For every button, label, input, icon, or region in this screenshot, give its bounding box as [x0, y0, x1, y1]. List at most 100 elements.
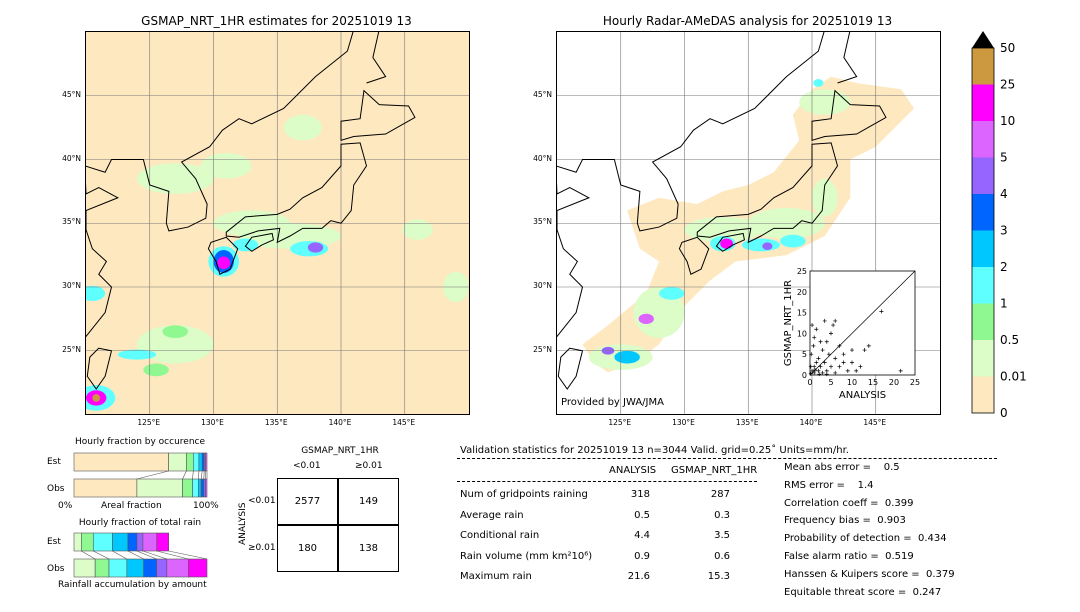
lat-tick: 25°N [533, 344, 552, 354]
fraction-bar-segment [193, 452, 200, 472]
scatter-point [814, 360, 819, 365]
scatter-point [811, 343, 816, 348]
lon-tick: 140°E [328, 418, 352, 427]
stats-row-analysis: 0.5 [634, 509, 650, 521]
rain-area [143, 363, 169, 377]
stats-row-label: Maximum rain [460, 571, 532, 582]
stats-row-label: Conditional rain [460, 530, 540, 541]
totalrain-bars [73, 532, 208, 578]
contingency-cell: 2577 [277, 478, 338, 525]
scatter-point [831, 323, 836, 328]
fraction-bar-segment [192, 478, 199, 498]
scatter-point [820, 370, 825, 375]
contingency-cell: 180 [277, 525, 338, 572]
lat-tick: 40°N [533, 153, 552, 163]
one-to-one-line [809, 270, 916, 376]
rain-area [762, 242, 773, 251]
scatter-point [820, 348, 825, 353]
totalrain-xlabel: Rainfall accumulation by amount [58, 580, 207, 590]
colorbar-label: 1 [1000, 297, 1008, 311]
scatter-point [808, 364, 813, 369]
fraction-bar-segment [186, 452, 194, 472]
coastline-taiwan [557, 347, 584, 390]
rain-area [780, 234, 806, 248]
contingency-title: GSMAP_NRT_1HR [301, 446, 379, 456]
rain-area [283, 114, 322, 141]
fraction-bar-segment [156, 558, 168, 578]
rain-area [720, 238, 733, 249]
divider [457, 481, 757, 482]
lat-tick: 30°N [62, 281, 81, 290]
stats-row-analysis: 21.6 [627, 571, 650, 582]
fraction-bar-segment [156, 532, 169, 552]
stats-row-gsmap: 0.6 [714, 550, 730, 562]
stats-row-label: Rain volume (mm km²10⁶) [460, 550, 593, 562]
fraction-bar-segment [73, 452, 169, 472]
fraction-bar-segment [182, 478, 193, 498]
lat-tick: 45°N [62, 89, 81, 99]
coastline-sakhalin [837, 32, 858, 84]
rain-area [200, 153, 252, 179]
scatter-ylabel: GSMAP_NRT_1HR [783, 280, 794, 366]
connector-line [112, 550, 127, 560]
coastline-kyushu [678, 236, 710, 275]
scatter-point [826, 352, 831, 357]
fraction-bar-segment [198, 478, 202, 498]
connector-line [168, 550, 208, 560]
colorbar-label: 4 [1000, 187, 1008, 201]
rain-area [799, 89, 851, 115]
fraction-bar-segment [81, 532, 94, 552]
scatter-point [816, 368, 821, 373]
rain-area [741, 238, 781, 252]
contingency-row-title: ANALYSIS [238, 502, 248, 545]
fraction-bar-segment [166, 558, 189, 578]
fraction-bar-segment [136, 532, 144, 552]
stats-row-gsmap: 3.5 [714, 530, 730, 541]
lon-tick: 135°E [735, 418, 759, 427]
scatter-point [812, 364, 817, 369]
fraction-bar-segment [205, 478, 208, 498]
colorbar-label: 5 [1000, 151, 1008, 165]
fraction-bar-segment [126, 558, 144, 578]
colorbar-label: 0 [1000, 406, 1008, 420]
lon-tick: 125°E [608, 418, 632, 427]
stats-col-analysis: ANALYSIS [609, 465, 657, 476]
rain-area [812, 178, 838, 217]
right-map-title: Hourly Radar-AMeDAS analysis for 2025101… [602, 14, 893, 28]
scatter-point [813, 368, 818, 373]
colorbar-segment [972, 340, 994, 377]
scatter-xtick: 20 [889, 378, 899, 387]
contingency-row-0: <0.01 [248, 496, 276, 506]
stats-col-gsmap: GSMAP_NRT_1HR [671, 465, 758, 476]
connector-line [136, 470, 169, 480]
occurrence-est-label: Est [47, 457, 61, 467]
fraction-bar-segment [73, 558, 96, 578]
scatter-point [818, 339, 823, 344]
scatter-point [818, 364, 823, 369]
coastline-honshu [225, 142, 368, 244]
fraction-bar-segment [168, 452, 187, 472]
scatter-ytick: 15 [797, 309, 807, 318]
lat-tick: 35°N [62, 217, 81, 227]
colorbar-segment [972, 376, 994, 413]
colorbar-segment [972, 84, 994, 121]
rain-area [117, 349, 157, 360]
occurrence-xlabel: Areal fraction [101, 501, 162, 511]
scatter-point [879, 309, 884, 314]
lat-tick: 35°N [533, 217, 552, 227]
fraction-bar-segment [200, 478, 205, 498]
score-item: Probability of detection = 0.434 [784, 533, 947, 545]
connector-line [200, 470, 203, 480]
coastline-taiwan [86, 347, 113, 390]
scatter-point [862, 348, 867, 353]
divider [457, 458, 997, 459]
scatter-point [850, 360, 854, 365]
scatter-point [833, 356, 838, 361]
fraction-bar-segment [188, 558, 208, 578]
lon-tick: 130°E [672, 418, 695, 427]
scatter-point [837, 343, 842, 348]
coastline-shikoku [244, 232, 274, 252]
rain-area [402, 219, 433, 240]
coastline-mainland [86, 32, 354, 338]
scatter-ytick: 10 [797, 329, 807, 338]
